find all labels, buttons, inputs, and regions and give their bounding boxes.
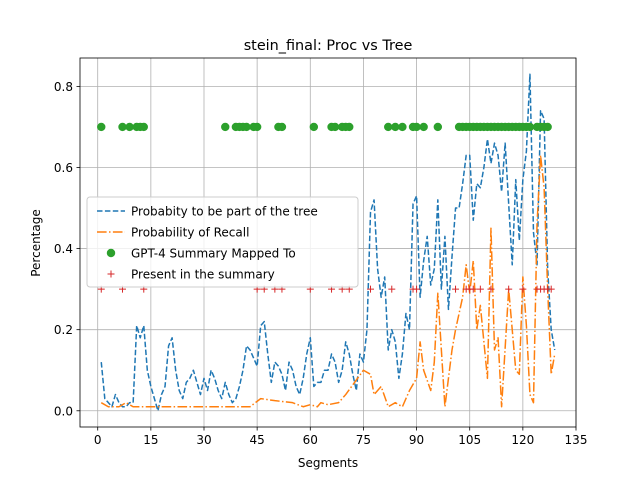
legend-entry: Probability of Recall xyxy=(97,226,249,240)
legend-box xyxy=(86,196,359,288)
gpt4-summary-point xyxy=(384,122,393,132)
x-tick-label: 105 xyxy=(458,433,481,447)
plot-area xyxy=(97,73,556,412)
gpt4-summary-point xyxy=(398,122,407,132)
gpt4-summary-point xyxy=(345,122,354,132)
x-tick-label: 75 xyxy=(356,433,371,447)
present-in-summary-point xyxy=(505,285,513,293)
present-in-summary-point xyxy=(413,285,421,293)
y-tick-label: 0.8 xyxy=(54,80,73,94)
y-tick-label: 0.4 xyxy=(54,242,73,256)
present-in-summary-point xyxy=(476,285,484,293)
gpt4-summary-point xyxy=(419,122,428,132)
present-in-summary-point xyxy=(388,285,396,293)
plot-frame xyxy=(79,57,577,428)
gpt4-summary-point xyxy=(125,122,134,132)
legend-swatch xyxy=(107,270,115,278)
gpt4-summary-point xyxy=(309,122,319,132)
chart-title: stein_final: Proc vs Tree xyxy=(244,38,413,54)
legend-swatch xyxy=(106,248,116,258)
gpt4-summary-point xyxy=(118,122,127,132)
gpt4-summary-point xyxy=(139,122,148,132)
gpt4-summary-point xyxy=(97,122,106,132)
x-tick-label: 60 xyxy=(303,433,318,447)
x-tick-label: 0 xyxy=(94,433,102,447)
legend-label: Present in the summary xyxy=(131,268,275,282)
present-in-summary-point xyxy=(547,285,555,293)
x-tick-label: 15 xyxy=(143,433,158,447)
gpt4-summary-point xyxy=(543,122,552,132)
x-tick-label: 30 xyxy=(196,433,211,447)
present-in-summary-point xyxy=(487,285,495,293)
gpt4-summary-point xyxy=(252,122,262,132)
axis-ticks: 0 15 30 45 60 75 90 105 120 135 0.0 0.2 0.4 0.6 0.8 xyxy=(54,80,588,447)
tree-probability-line xyxy=(100,73,556,412)
legend-entry: GPT-4 Summary Mapped To xyxy=(106,247,296,261)
gpt4-summary-point xyxy=(391,122,400,132)
x-axis-label: Segments xyxy=(298,456,358,470)
plot-series-group xyxy=(97,73,556,412)
gpt4-summary-point xyxy=(221,122,230,132)
gpt4-summary-point xyxy=(277,122,287,132)
gpt4-summary-point xyxy=(525,122,535,132)
legend-label: Probabity to be part of the tree xyxy=(131,205,318,219)
recall-probability-line xyxy=(100,154,556,408)
present-in-summary-point xyxy=(452,285,460,293)
legend: Probabity to be part of the tree Probabil… xyxy=(86,196,359,288)
x-tick-label: 45 xyxy=(250,433,265,447)
gpt4-summary-point xyxy=(242,122,251,132)
y-tick-label: 0.2 xyxy=(54,323,73,337)
legend-label: Probability of Recall xyxy=(131,226,249,240)
y-axis-label: Percentage xyxy=(29,209,43,277)
y-tick-label: 0.0 xyxy=(54,404,73,418)
present-in-summary-point xyxy=(367,285,375,293)
gpt4-summary-point xyxy=(433,122,443,132)
legend-entry: Present in the summary xyxy=(107,268,275,282)
legend-label: GPT-4 Summary Mapped To xyxy=(131,247,296,261)
present-in-summary-point xyxy=(519,285,527,293)
gpt4-summary-point xyxy=(412,122,421,132)
x-tick-label: 90 xyxy=(409,433,424,447)
x-tick-label: 135 xyxy=(565,433,588,447)
x-tick-label: 120 xyxy=(511,433,534,447)
y-tick-label: 0.6 xyxy=(54,161,73,175)
gpt4-summary-point xyxy=(330,122,340,132)
legend-entry: Probabity to be part of the tree xyxy=(97,205,318,219)
present-in-summary-point xyxy=(469,285,477,293)
